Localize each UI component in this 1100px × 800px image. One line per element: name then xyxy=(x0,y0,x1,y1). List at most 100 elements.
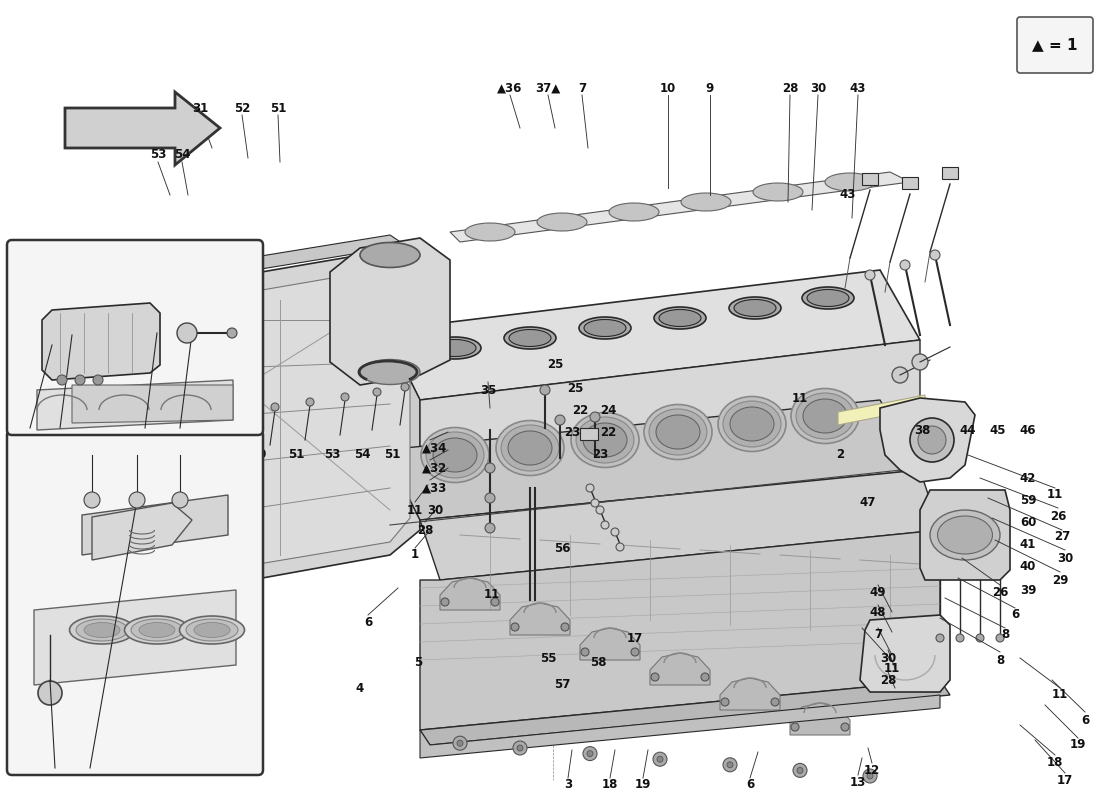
Text: 30: 30 xyxy=(427,503,443,517)
Circle shape xyxy=(720,698,729,706)
Text: 28: 28 xyxy=(782,82,799,94)
Circle shape xyxy=(631,648,639,656)
Text: 1: 1 xyxy=(411,549,419,562)
Ellipse shape xyxy=(803,399,847,433)
Ellipse shape xyxy=(584,319,626,337)
Circle shape xyxy=(39,681,62,705)
Circle shape xyxy=(198,560,238,600)
Circle shape xyxy=(900,260,910,270)
Circle shape xyxy=(930,250,940,260)
Circle shape xyxy=(583,746,597,761)
Circle shape xyxy=(996,634,1004,642)
Ellipse shape xyxy=(930,510,1000,560)
Text: 9: 9 xyxy=(706,82,714,94)
Ellipse shape xyxy=(76,619,128,641)
Text: 51: 51 xyxy=(288,449,305,462)
Text: 45: 45 xyxy=(990,423,1006,437)
Text: 24: 24 xyxy=(600,403,616,417)
Polygon shape xyxy=(92,503,192,560)
Circle shape xyxy=(129,492,145,508)
Ellipse shape xyxy=(69,616,134,644)
Text: 52: 52 xyxy=(234,102,250,114)
Ellipse shape xyxy=(644,405,712,459)
Polygon shape xyxy=(37,380,233,430)
Polygon shape xyxy=(385,270,920,400)
Ellipse shape xyxy=(465,223,515,241)
Text: ▲34: ▲34 xyxy=(422,442,448,454)
Text: 22: 22 xyxy=(600,426,616,438)
Circle shape xyxy=(727,762,733,768)
Ellipse shape xyxy=(579,317,631,339)
Ellipse shape xyxy=(509,330,551,346)
Circle shape xyxy=(517,745,522,751)
Text: 27: 27 xyxy=(1054,530,1070,543)
Circle shape xyxy=(485,493,495,503)
Text: 11: 11 xyxy=(792,391,808,405)
Circle shape xyxy=(513,741,527,755)
Circle shape xyxy=(892,367,907,383)
Ellipse shape xyxy=(508,431,552,465)
Circle shape xyxy=(798,767,803,774)
Polygon shape xyxy=(420,530,940,730)
Text: 26: 26 xyxy=(992,586,1009,598)
Ellipse shape xyxy=(649,409,707,455)
Text: 29: 29 xyxy=(1052,574,1068,586)
Polygon shape xyxy=(420,340,920,530)
Circle shape xyxy=(865,270,874,280)
Text: 18: 18 xyxy=(1047,755,1064,769)
Polygon shape xyxy=(158,268,410,578)
Text: 13: 13 xyxy=(850,775,866,789)
Ellipse shape xyxy=(139,622,175,638)
Text: 11: 11 xyxy=(1047,489,1063,502)
Text: 11: 11 xyxy=(884,662,900,674)
Circle shape xyxy=(176,538,260,622)
Text: 42: 42 xyxy=(1020,471,1036,485)
Text: 4: 4 xyxy=(356,682,364,694)
Text: 6: 6 xyxy=(1011,609,1019,622)
Text: 60: 60 xyxy=(1020,515,1036,529)
Ellipse shape xyxy=(791,389,859,443)
Text: 25: 25 xyxy=(566,382,583,394)
Polygon shape xyxy=(420,680,950,745)
Text: 7: 7 xyxy=(578,82,586,94)
FancyBboxPatch shape xyxy=(942,167,958,179)
Text: 59: 59 xyxy=(1020,494,1036,506)
Polygon shape xyxy=(920,490,1010,580)
Circle shape xyxy=(456,740,463,746)
Ellipse shape xyxy=(426,432,484,478)
Text: 19: 19 xyxy=(635,778,651,791)
Text: 17: 17 xyxy=(1057,774,1074,786)
Text: 2: 2 xyxy=(86,754,95,766)
Text: 56: 56 xyxy=(553,542,570,554)
Ellipse shape xyxy=(796,393,854,439)
Circle shape xyxy=(601,521,609,529)
Circle shape xyxy=(912,354,928,370)
Polygon shape xyxy=(330,238,450,385)
Text: 22: 22 xyxy=(572,403,588,417)
Ellipse shape xyxy=(609,203,659,221)
Circle shape xyxy=(57,375,67,385)
Circle shape xyxy=(453,736,468,750)
Text: 10: 10 xyxy=(660,82,676,94)
Text: 25: 25 xyxy=(547,358,563,371)
Ellipse shape xyxy=(730,407,774,441)
Circle shape xyxy=(540,385,550,395)
Circle shape xyxy=(581,648,589,656)
Text: 40: 40 xyxy=(1020,559,1036,573)
Text: 35: 35 xyxy=(480,383,496,397)
Ellipse shape xyxy=(659,310,701,326)
Circle shape xyxy=(341,393,349,401)
Circle shape xyxy=(485,463,495,473)
Polygon shape xyxy=(440,578,500,610)
Text: 39: 39 xyxy=(1020,583,1036,597)
Circle shape xyxy=(791,723,799,731)
Polygon shape xyxy=(838,395,925,425)
Text: 51: 51 xyxy=(270,102,286,114)
Ellipse shape xyxy=(500,425,559,471)
Circle shape xyxy=(918,426,946,454)
Text: 30: 30 xyxy=(1057,551,1074,565)
Ellipse shape xyxy=(433,438,477,472)
Text: 55: 55 xyxy=(540,651,557,665)
Circle shape xyxy=(910,418,954,462)
Circle shape xyxy=(186,548,250,612)
